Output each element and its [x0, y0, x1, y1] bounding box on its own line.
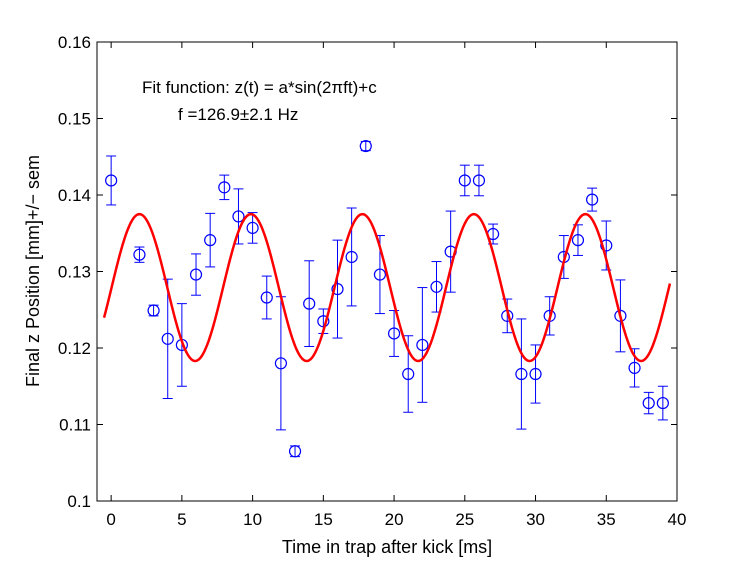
data-point	[586, 187, 599, 212]
fit-curve	[102, 212, 672, 363]
data-point-marker	[586, 193, 599, 206]
y-axis-label: Final z Position [mm]+/− sem	[23, 155, 43, 387]
data-point	[571, 224, 585, 256]
data-point	[161, 278, 174, 399]
data-point-marker	[189, 268, 203, 281]
fit-function-annotation: Fit function: z(t) = a*sin(2πft)+c	[142, 78, 377, 97]
data-point	[416, 287, 429, 403]
data-point	[288, 445, 302, 458]
plot-layer	[102, 139, 672, 458]
data-point-marker	[204, 234, 217, 247]
data-point-marker	[628, 361, 641, 374]
data-point-marker	[600, 239, 613, 252]
data-point-marker	[571, 234, 585, 247]
data-point	[105, 155, 118, 206]
data-point	[642, 391, 655, 415]
data-point-marker	[642, 396, 655, 410]
x-tick-label: 25	[455, 510, 474, 529]
data-point	[331, 239, 344, 339]
data-point-marker	[288, 445, 302, 458]
data-point-marker	[218, 181, 231, 194]
frequency-annotation: f =126.9±2.1 Hz	[178, 105, 298, 124]
y-tick-label: 0.11	[59, 416, 91, 435]
data-point-marker	[260, 291, 273, 304]
data-point-marker	[161, 332, 174, 345]
y-tick-label: 0.1	[67, 492, 91, 511]
data-point	[458, 164, 471, 197]
data-point	[204, 212, 217, 268]
x-tick-label: 15	[314, 510, 333, 529]
x-tick-label: 0	[106, 510, 115, 529]
x-tick-label: 20	[385, 510, 404, 529]
x-tick-label: 40	[668, 510, 687, 529]
data-point-marker	[458, 174, 471, 187]
data-point-marker	[515, 367, 528, 381]
axis-ticks: 0 5 10 15 20 25 30 35 40 0.1 0.11 0.12 0.13 0.14 0.15 0…	[58, 33, 687, 529]
data-point	[218, 174, 231, 201]
data-point	[260, 275, 273, 320]
data-point-marker	[656, 396, 669, 410]
x-tick-label: 35	[597, 510, 616, 529]
data-point-marker	[246, 221, 259, 234]
data-point	[133, 246, 146, 263]
data-point	[529, 344, 542, 404]
data-point-marker	[105, 174, 118, 187]
y-tick-label: 0.13	[58, 263, 91, 282]
data-point-marker	[303, 297, 316, 310]
data-point-marker	[274, 357, 288, 370]
y-tick-label: 0.16	[58, 33, 91, 52]
data-point-marker	[133, 248, 146, 261]
x-tick-label: 10	[243, 510, 262, 529]
data-point-marker	[331, 282, 344, 296]
x-tick-label: 5	[177, 510, 186, 529]
data-point	[359, 139, 372, 153]
data-point-marker	[373, 268, 387, 281]
data-point-marker	[345, 250, 358, 264]
data-point-marker	[232, 210, 245, 223]
x-tick-label: 30	[526, 510, 545, 529]
y-tick-label: 0.12	[58, 339, 91, 358]
data-point-marker	[387, 327, 401, 340]
data-point-marker	[147, 304, 160, 317]
data-point	[515, 318, 528, 430]
x-axis-label: Time in trap after kick [ms]	[282, 537, 492, 557]
y-tick-label: 0.15	[58, 110, 91, 129]
data-point	[303, 260, 316, 347]
data-point-marker	[430, 280, 443, 293]
data-point-marker	[529, 367, 542, 381]
data-point-marker	[359, 139, 372, 153]
data-point	[387, 310, 401, 357]
y-tick-label: 0.14	[58, 186, 91, 205]
data-point-marker	[472, 174, 486, 187]
data-point	[472, 164, 486, 197]
data-point-marker	[416, 338, 429, 352]
data-point	[189, 253, 203, 296]
data-point-marker	[402, 367, 415, 381]
data-point	[147, 304, 160, 317]
data-point	[246, 212, 259, 244]
data-point	[656, 385, 669, 421]
